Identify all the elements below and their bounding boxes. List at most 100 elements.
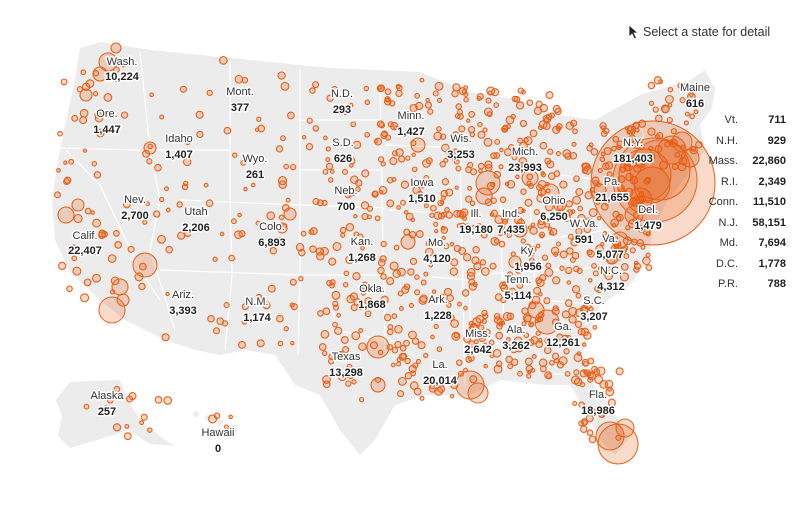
county-bubble[interactable]: [446, 294, 454, 303]
county-bubble[interactable]: [555, 241, 562, 247]
county-bubble[interactable]: [195, 110, 204, 119]
county-bubble[interactable]: [593, 368, 601, 376]
county-bubble[interactable]: [397, 376, 407, 386]
county-bubble[interactable]: [544, 202, 554, 212]
county-bubble[interactable]: [573, 175, 580, 183]
county-bubble[interactable]: [654, 114, 663, 123]
county-bubble[interactable]: [464, 348, 470, 354]
county-bubble[interactable]: [575, 227, 583, 236]
county-bubble[interactable]: [677, 81, 685, 90]
county-bubble[interactable]: [238, 230, 246, 238]
county-bubble[interactable]: [476, 92, 484, 101]
county-bubble[interactable]: [414, 274, 420, 280]
county-bubble[interactable]: [267, 284, 276, 293]
county-bubble[interactable]: [468, 340, 476, 348]
county-bubble[interactable]: [346, 294, 355, 304]
county-bubble[interactable]: [602, 231, 608, 236]
county-bubble[interactable]: [423, 203, 429, 209]
state-label-ms[interactable]: Miss. 2,642: [463, 327, 494, 358]
state-label-mo[interactable]: Mo. 4,120: [422, 236, 453, 267]
county-bubble[interactable]: [326, 279, 333, 287]
county-bubble[interactable]: [403, 228, 411, 236]
county-bubble[interactable]: [596, 216, 602, 221]
county-bubble[interactable]: [438, 239, 443, 244]
county-bubble[interactable]: [637, 224, 646, 233]
county-bubble[interactable]: [505, 115, 515, 125]
county-bubble[interactable]: [604, 199, 610, 206]
county-bubble[interactable]: [400, 199, 406, 206]
county-bubble[interactable]: [322, 380, 331, 389]
county-bubble[interactable]: [616, 240, 622, 247]
county-bubble[interactable]: [276, 222, 288, 234]
county-bubble[interactable]: [643, 177, 651, 185]
county-bubble[interactable]: [564, 299, 573, 307]
county-bubble[interactable]: [518, 157, 528, 166]
county-bubble[interactable]: [600, 151, 606, 157]
county-bubble[interactable]: [425, 97, 430, 103]
county-bubble[interactable]: [377, 266, 385, 275]
county-bubble[interactable]: [383, 313, 392, 322]
county-bubble[interactable]: [573, 369, 580, 376]
county-bubble[interactable]: [493, 102, 500, 108]
county-bubble[interactable]: [432, 90, 439, 97]
county-bubble[interactable]: [343, 109, 349, 115]
county-bubble[interactable]: [604, 161, 614, 170]
county-bubble[interactable]: [475, 170, 501, 196]
county-bubble[interactable]: [277, 236, 285, 245]
county-bubble[interactable]: [301, 135, 307, 140]
county-bubble[interactable]: [572, 128, 578, 135]
county-bubble[interactable]: [545, 262, 552, 269]
county-bubble[interactable]: [379, 189, 384, 195]
county-bubble[interactable]: [380, 295, 389, 304]
county-bubble[interactable]: [309, 87, 316, 94]
county-bubble[interactable]: [355, 186, 361, 193]
county-bubble[interactable]: [567, 233, 574, 240]
county-bubble[interactable]: [285, 197, 291, 203]
county-bubble[interactable]: [83, 403, 90, 410]
county-bubble[interactable]: [280, 135, 286, 142]
county-bubble[interactable]: [355, 179, 363, 187]
county-bubble[interactable]: [266, 211, 276, 221]
county-bubble[interactable]: [451, 90, 459, 98]
county-bubble[interactable]: [283, 326, 289, 332]
county-bubble[interactable]: [562, 149, 572, 158]
county-bubble[interactable]: [508, 255, 522, 269]
county-bubble[interactable]: [290, 303, 298, 311]
county-bubble[interactable]: [571, 285, 581, 294]
county-bubble[interactable]: [395, 89, 403, 98]
county-bubble[interactable]: [529, 257, 535, 263]
state-label-mt[interactable]: Mont. 377: [225, 85, 256, 116]
county-bubble[interactable]: [521, 169, 539, 187]
county-bubble[interactable]: [85, 79, 95, 88]
county-bubble[interactable]: [478, 324, 485, 331]
county-bubble[interactable]: [348, 102, 354, 108]
county-bubble[interactable]: [545, 188, 551, 194]
county-bubble[interactable]: [553, 170, 561, 177]
county-bubble[interactable]: [237, 212, 242, 218]
county-bubble[interactable]: [360, 245, 365, 251]
county-bubble[interactable]: [653, 76, 663, 85]
county-bubble[interactable]: [147, 143, 153, 150]
county-bubble[interactable]: [538, 358, 548, 368]
county-bubble[interactable]: [113, 385, 121, 393]
county-bubble[interactable]: [570, 238, 579, 247]
ne-row-ri[interactable]: R.I. 2,349: [700, 172, 786, 193]
county-bubble[interactable]: [360, 291, 366, 296]
state-label-in[interactable]: Ind. 7,435: [496, 207, 527, 238]
county-bubble[interactable]: [113, 66, 120, 74]
county-bubble[interactable]: [161, 333, 170, 342]
county-bubble[interactable]: [443, 243, 450, 250]
county-bubble[interactable]: [647, 81, 656, 90]
county-bubble[interactable]: [276, 314, 284, 323]
county-bubble[interactable]: [340, 232, 346, 238]
county-bubble[interactable]: [436, 346, 443, 353]
county-bubble[interactable]: [452, 83, 461, 92]
county-bubble[interactable]: [591, 262, 597, 269]
county-bubble[interactable]: [583, 331, 592, 340]
county-bubble[interactable]: [419, 181, 426, 189]
county-bubble[interactable]: [404, 357, 411, 365]
county-bubble[interactable]: [496, 322, 503, 330]
county-bubble[interactable]: [590, 120, 716, 246]
county-bubble[interactable]: [506, 232, 512, 238]
county-bubble[interactable]: [79, 108, 89, 118]
